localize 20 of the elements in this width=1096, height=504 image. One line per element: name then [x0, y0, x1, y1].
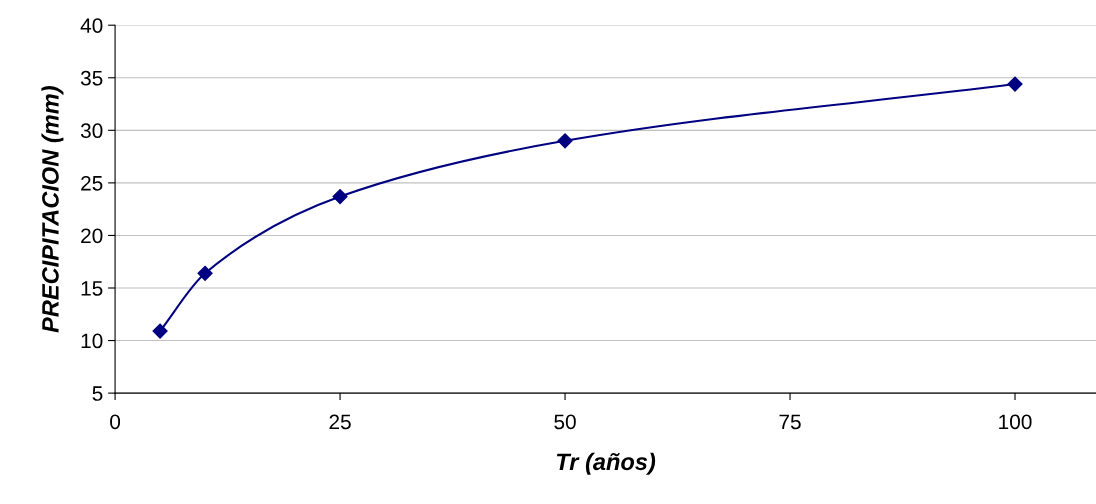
- point: [197, 265, 213, 281]
- point: [1007, 76, 1023, 92]
- y-tick-label: 40: [80, 18, 103, 33]
- y-tick-label: 30: [80, 123, 103, 139]
- x-tick-label: 100: [999, 414, 1032, 430]
- y-axis-title: PRECIPITACION (mm): [41, 86, 64, 333]
- point: [152, 323, 168, 339]
- point: [557, 133, 573, 149]
- x-tick-label: 50: [554, 414, 576, 430]
- x-tick-label: 25: [329, 414, 351, 430]
- x-tick-label: 0: [110, 414, 121, 430]
- y-tick-label: 5: [92, 386, 103, 401]
- y-tick-label: 20: [81, 228, 103, 244]
- y-tick-label: 10: [81, 333, 103, 349]
- y-tick-label: 35: [80, 70, 103, 86]
- x-tick-label: 75: [779, 414, 801, 430]
- point: [332, 188, 348, 205]
- y-tick-label: 25: [81, 175, 103, 191]
- y-tick-label: 15: [81, 281, 103, 296]
- x-axis-title: Tr (años): [556, 452, 656, 475]
